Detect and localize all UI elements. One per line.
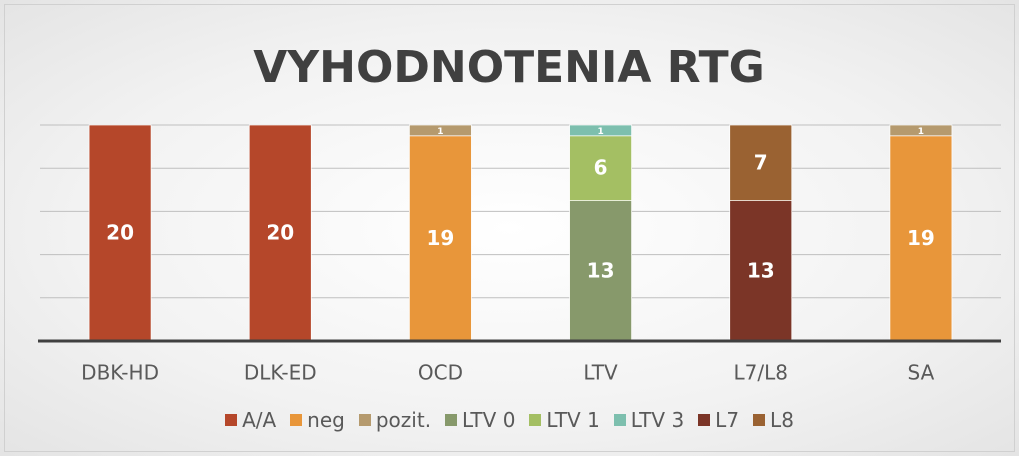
legend-label: L8 [770, 408, 794, 432]
data-label: 1 [918, 127, 924, 137]
bar-segment [88, 124, 152, 342]
legend-item: pozit. [358, 408, 432, 432]
x-tick-label: DLK-ED [244, 361, 317, 385]
data-label: 1 [597, 127, 603, 137]
bar-segment [409, 124, 472, 137]
data-label: 13 [747, 258, 775, 282]
legend-swatch [753, 414, 766, 426]
legend-label: LTV 0 [462, 408, 516, 432]
bar-segment [409, 135, 472, 342]
legend-swatch [358, 414, 371, 426]
legend-swatch [445, 414, 458, 426]
bar-segment [569, 135, 632, 201]
data-label: 20 [266, 221, 294, 245]
legend-swatch [225, 414, 238, 426]
x-tick-label: LTV [583, 361, 618, 385]
bar-segment [248, 124, 312, 342]
legend-swatch [290, 414, 303, 426]
bar-segment [569, 200, 632, 342]
x-tick-label: DBK-HD [81, 361, 159, 385]
bar-segment [889, 124, 953, 137]
data-label: 19 [426, 226, 454, 250]
legend-item: LTV 3 [613, 408, 685, 432]
bar-segment [729, 200, 793, 342]
legend-swatch [529, 414, 542, 426]
bar-segment [729, 124, 793, 201]
legend-item: neg [290, 408, 345, 432]
legend-item: L8 [753, 408, 794, 432]
legend: A/A neg pozit. LTV 0 LTV 1 LTV 3 L7 L8 [0, 408, 1019, 432]
bar-segment [889, 135, 953, 342]
legend-item: A/A [225, 408, 276, 432]
legend-label: LTV 3 [630, 408, 685, 432]
legend-item: LTV 1 [529, 408, 600, 432]
data-label: 6 [594, 156, 608, 180]
x-tick-label: SA [908, 361, 935, 385]
legend-item: LTV 0 [445, 408, 515, 432]
bar-segment [569, 124, 632, 137]
legend-swatch [613, 414, 626, 426]
legend-label: neg [307, 408, 345, 432]
data-label: 19 [907, 226, 935, 250]
legend-label: L7 [715, 408, 740, 432]
legend-swatch [698, 414, 711, 426]
chart-title: VYHODNOTENIA RTG [253, 42, 765, 93]
data-label: 20 [106, 221, 134, 245]
data-label: 7 [754, 150, 768, 174]
data-label: 13 [587, 258, 615, 282]
data-label: 1 [437, 127, 443, 137]
x-tick-label: OCD [418, 361, 463, 385]
legend-item: L7 [698, 408, 739, 432]
legend-label: pozit. [375, 408, 432, 432]
x-tick-label: L7/L8 [734, 361, 788, 385]
legend-label: A/A [242, 408, 277, 432]
frame-border [4, 4, 1015, 452]
legend-label: LTV 1 [546, 408, 600, 432]
